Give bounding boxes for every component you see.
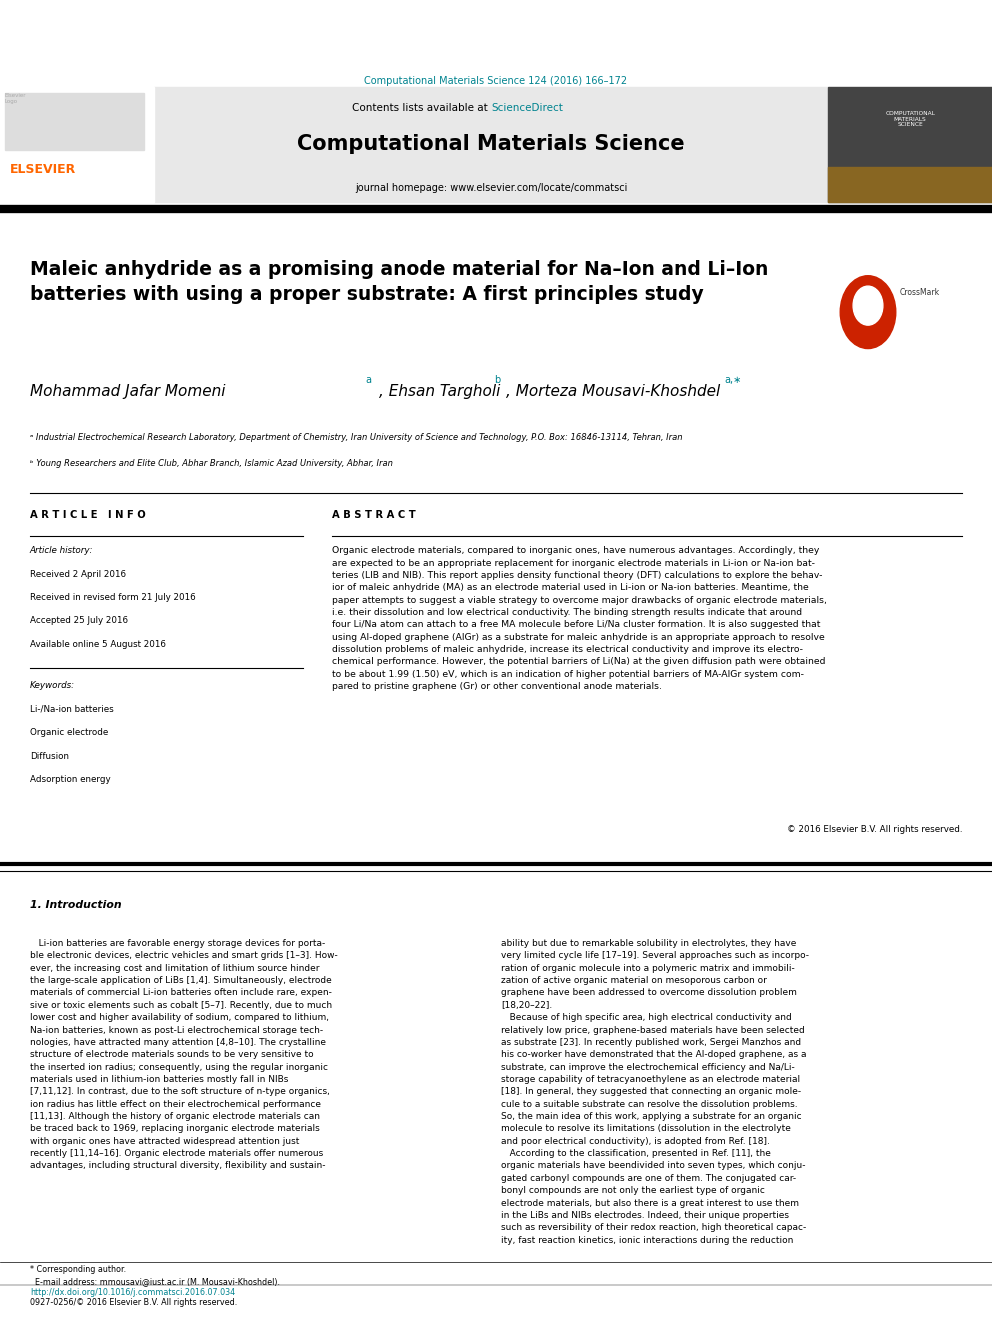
Text: Li-ion batteries are favorable energy storage devices for porta-
ble electronic : Li-ion batteries are favorable energy st… bbox=[30, 939, 337, 1171]
Circle shape bbox=[840, 275, 896, 348]
Text: b: b bbox=[494, 374, 500, 385]
Text: ᵇ Young Researchers and Elite Club, Abhar Branch, Islamic Azad University, Abhar: ᵇ Young Researchers and Elite Club, Abha… bbox=[30, 459, 393, 468]
Text: Contents lists available at: Contents lists available at bbox=[352, 103, 491, 112]
Bar bbox=[828, 167, 992, 201]
Bar bbox=[0, 87, 154, 201]
Text: Accepted 25 July 2016: Accepted 25 July 2016 bbox=[30, 617, 128, 626]
Text: Diffusion: Diffusion bbox=[30, 751, 68, 761]
Text: Mohammad Jafar Momeni: Mohammad Jafar Momeni bbox=[30, 384, 225, 398]
Text: Available online 5 August 2016: Available online 5 August 2016 bbox=[30, 640, 166, 648]
Text: Organic electrode materials, compared to inorganic ones, have numerous advantage: Organic electrode materials, compared to… bbox=[332, 546, 827, 691]
Text: Maleic anhydride as a promising anode material for Na–Ion and Li–Ion
batteries w: Maleic anhydride as a promising anode ma… bbox=[30, 261, 768, 304]
Text: Elsevier
Logo: Elsevier Logo bbox=[5, 93, 27, 103]
Text: http://dx.doi.org/10.1016/j.commatsci.2016.07.034: http://dx.doi.org/10.1016/j.commatsci.20… bbox=[30, 1287, 235, 1297]
Text: Organic electrode: Organic electrode bbox=[30, 729, 108, 737]
Text: Adsorption energy: Adsorption energy bbox=[30, 775, 110, 785]
Text: ELSEVIER: ELSEVIER bbox=[10, 163, 76, 176]
Text: CrossMark: CrossMark bbox=[900, 288, 939, 298]
Text: 1. Introduction: 1. Introduction bbox=[30, 900, 121, 910]
Text: COMPUTATIONAL
MATERIALS
SCIENCE: COMPUTATIONAL MATERIALS SCIENCE bbox=[885, 111, 935, 127]
Text: A R T I C L E   I N F O: A R T I C L E I N F O bbox=[30, 509, 146, 520]
Circle shape bbox=[853, 286, 883, 325]
Text: Received in revised form 21 July 2016: Received in revised form 21 July 2016 bbox=[30, 593, 195, 602]
Bar bbox=[828, 87, 992, 201]
Text: E-mail address: mmousavi@iust.ac.ir (M. Mousavi-Khoshdel).: E-mail address: mmousavi@iust.ac.ir (M. … bbox=[30, 1277, 280, 1286]
Text: Article history:: Article history: bbox=[30, 546, 93, 556]
Text: a,∗: a,∗ bbox=[724, 374, 741, 385]
Text: Computational Materials Science: Computational Materials Science bbox=[298, 135, 684, 155]
Text: 0927-0256/© 2016 Elsevier B.V. All rights reserved.: 0927-0256/© 2016 Elsevier B.V. All right… bbox=[30, 1298, 237, 1307]
Text: ᵃ Industrial Electrochemical Research Laboratory, Department of Chemistry, Iran : ᵃ Industrial Electrochemical Research La… bbox=[30, 433, 682, 442]
Text: Received 2 April 2016: Received 2 April 2016 bbox=[30, 570, 126, 578]
Text: , Morteza Mousavi-Khoshdel: , Morteza Mousavi-Khoshdel bbox=[506, 384, 720, 398]
Text: journal homepage: www.elsevier.com/locate/commatsci: journal homepage: www.elsevier.com/locat… bbox=[355, 183, 627, 193]
Text: ability but due to remarkable solubility in electrolytes, they have
very limited: ability but due to remarkable solubility… bbox=[501, 939, 808, 1245]
Bar bbox=[5, 93, 144, 149]
Text: Keywords:: Keywords: bbox=[30, 681, 74, 691]
Text: A B S T R A C T: A B S T R A C T bbox=[332, 509, 416, 520]
Text: Li-/Na-ion batteries: Li-/Na-ion batteries bbox=[30, 705, 113, 714]
Text: Computational Materials Science 124 (2016) 166–172: Computational Materials Science 124 (201… bbox=[364, 75, 628, 86]
Text: a: a bbox=[365, 374, 371, 385]
Bar bbox=[154, 87, 828, 201]
Text: , Ehsan Targholi: , Ehsan Targholi bbox=[379, 384, 500, 398]
Text: * Corresponding author.: * Corresponding author. bbox=[30, 1265, 126, 1274]
Text: © 2016 Elsevier B.V. All rights reserved.: © 2016 Elsevier B.V. All rights reserved… bbox=[787, 824, 962, 833]
Text: ScienceDirect: ScienceDirect bbox=[491, 103, 562, 112]
